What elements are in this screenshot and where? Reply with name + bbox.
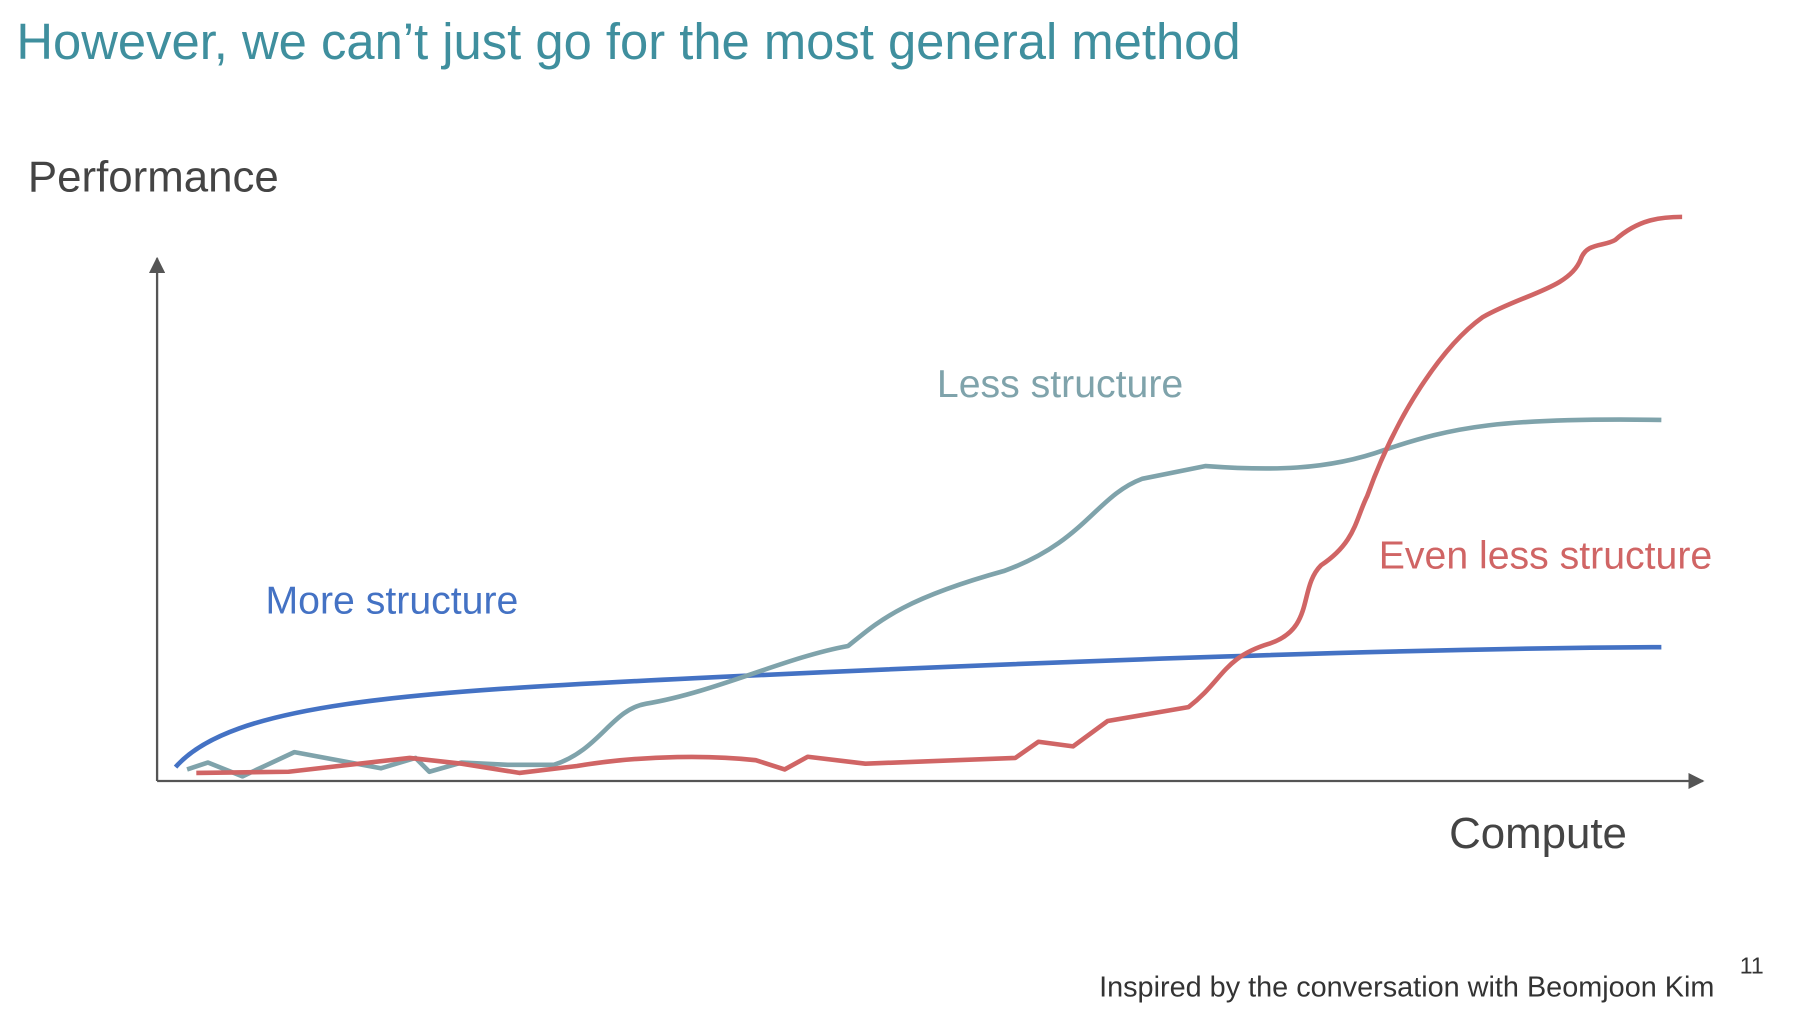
curve-label: Even less structure: [1379, 534, 1713, 578]
more-structure-curve: [173, 644, 1662, 769]
x-axis-label: Compute: [1449, 809, 1627, 858]
footer-note: Inspired by the conversation with Beomjo…: [1099, 972, 1714, 1004]
curve-label: Less structure: [937, 362, 1183, 406]
slide-title: However, we can’t just go for the most g…: [16, 13, 1240, 70]
even-less-structure-curve: [196, 214, 1683, 776]
page-number: 11: [1740, 953, 1764, 979]
curve-label: More structure: [266, 579, 519, 623]
y-axis-label: Performance: [28, 152, 279, 201]
